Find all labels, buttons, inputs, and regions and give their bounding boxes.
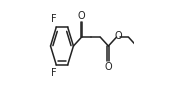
- Text: F: F: [51, 14, 56, 24]
- Text: O: O: [114, 31, 122, 41]
- Text: F: F: [51, 68, 56, 78]
- Text: O: O: [105, 62, 112, 72]
- Text: O: O: [78, 11, 85, 21]
